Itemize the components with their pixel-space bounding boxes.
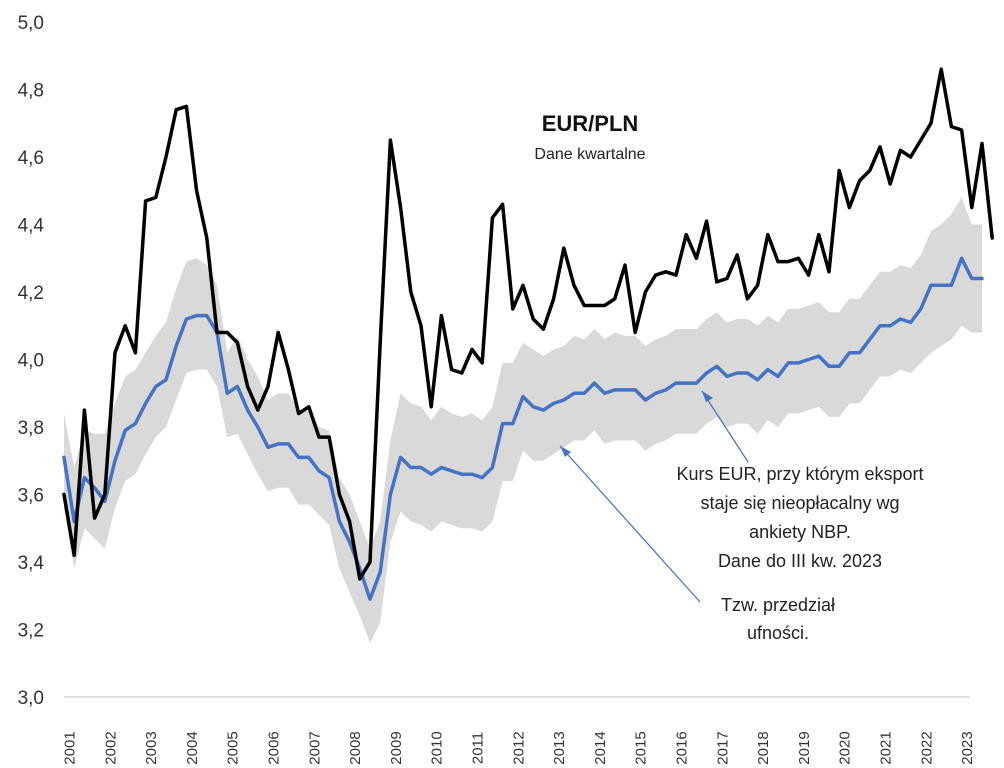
- x-tick-label: 2014: [592, 731, 609, 764]
- y-tick-label: 3,6: [18, 486, 44, 507]
- x-tick-label: 2002: [102, 731, 119, 764]
- threshold-annotation-line-3: ankiety NBP.: [749, 522, 851, 542]
- y-tick-label: 4,4: [18, 216, 45, 237]
- x-tick-label: 2017: [714, 731, 731, 764]
- y-tick-label: 3,4: [18, 553, 45, 574]
- band-annotation-line-1: Tzw. przedział: [721, 595, 835, 615]
- x-tick-label: 2022: [918, 731, 935, 764]
- x-tick-label: 2008: [347, 731, 364, 764]
- band-annotation-line-2: ufności.: [747, 623, 809, 643]
- x-tick-label: 2001: [62, 731, 79, 764]
- x-tick-label: 2012: [510, 731, 527, 764]
- y-tick-label: 5,0: [18, 13, 44, 34]
- threshold-annotation-line-1: Kurs EUR, przy którym eksport: [676, 464, 923, 484]
- x-tick-label: 2019: [796, 731, 813, 764]
- confidence-band-layer: [64, 197, 982, 643]
- x-tick-label: 2004: [184, 731, 201, 764]
- x-tick-label: 2009: [388, 731, 405, 764]
- y-tick-label: 4,6: [18, 148, 44, 169]
- x-tick-label: 2006: [266, 731, 283, 764]
- x-tick-label: 2015: [633, 731, 650, 764]
- x-tick-label: 2023: [959, 731, 976, 764]
- x-axis-ticks: 2001 2002 2003 2004 2005 2006 2007 2008 2009 2010…: [62, 731, 977, 764]
- threshold-annotation-arrow: [701, 390, 749, 463]
- x-tick-label: 2005: [225, 731, 242, 764]
- series-layer: [62, 67, 994, 601]
- annotations-layer: Kurs EUR, przy którym eksport staje się …: [559, 390, 924, 643]
- y-tick-label: 4,8: [18, 81, 44, 102]
- band-arrowhead: [560, 446, 571, 457]
- y-tick-label: 3,0: [18, 688, 44, 709]
- y-axis-ticks: 3,0 3,2 3,4 3,6 3,8 4,0 4,2 4,4 4,6 4,8 5,0: [18, 13, 45, 709]
- x-tick-label: 2018: [755, 731, 772, 764]
- band-annotation-arrow: [559, 445, 701, 603]
- x-tick-label: 2016: [674, 731, 691, 764]
- x-tick-label: 2013: [551, 731, 568, 764]
- y-tick-label: 3,8: [18, 418, 44, 439]
- confidence-band: [64, 197, 982, 643]
- x-tick-label: 2010: [429, 731, 446, 764]
- x-tick-label: 2011: [470, 732, 487, 764]
- chart-title: EUR/PLN: [542, 111, 639, 136]
- x-tick-label: 2003: [143, 731, 160, 764]
- threshold-arrowhead: [702, 391, 713, 402]
- y-tick-label: 3,2: [18, 621, 44, 642]
- threshold-annotation-line-2: staje się nieopłacalny wg: [700, 493, 899, 513]
- x-tick-label: 2020: [837, 731, 854, 764]
- series-line-eurpln: [62, 67, 994, 581]
- y-tick-label: 4,2: [18, 283, 44, 304]
- x-tick-label: 2021: [878, 731, 895, 764]
- y-tick-label: 4,0: [18, 351, 44, 372]
- chart-subtitle: Dane kwartalne: [534, 146, 645, 163]
- x-tick-label: 2007: [306, 731, 323, 764]
- threshold-annotation-line-4: Dane do III kw. 2023: [718, 551, 882, 571]
